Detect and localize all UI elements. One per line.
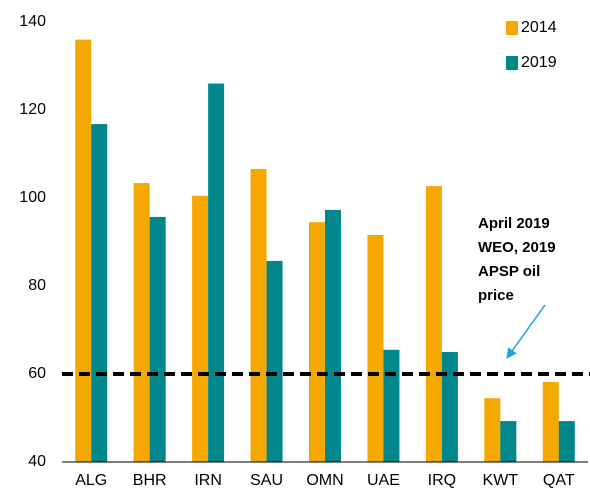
y-tick-label: 100 [19,189,46,206]
bar [425,186,442,462]
bar [484,398,501,462]
bar [266,260,283,462]
y-tick-label: 40 [28,453,46,470]
bar [149,216,166,462]
bar [208,83,225,462]
bar [133,183,150,463]
x-tick-label: KWT [483,472,519,489]
y-tick-label: 120 [19,101,46,118]
bar [309,222,325,462]
x-tick-label: UAE [367,472,400,489]
bar [75,39,92,462]
legend-swatch [506,56,518,70]
bar [383,349,400,462]
bar [542,381,559,462]
bar [325,209,341,462]
x-tick-label: BHR [133,472,167,489]
bar [558,421,575,462]
bar [500,421,517,462]
bar [192,195,209,463]
x-tick-label: IRN [194,472,222,489]
legend-swatch [506,21,518,35]
y-tick-label: 140 [19,13,46,30]
legend-label: 2014 [521,19,557,36]
annotation: WEO, 2019 [478,239,556,256]
bar [91,124,108,462]
bar [250,168,267,462]
x-tick-label: SAU [250,472,283,489]
annotation: April 2019 [478,215,550,232]
y-tick-label: 80 [28,277,46,294]
bar [367,234,384,462]
x-tick-label: IRQ [428,472,456,489]
x-tick-label: OMN [306,472,343,489]
bar [441,352,458,462]
x-tick-label: QAT [543,472,575,489]
annotation-arrow [506,304,546,359]
legend-label: 2019 [521,54,557,71]
y-tick-label: 60 [28,365,46,382]
annotation: price [478,287,514,304]
annotation: APSP oil [478,263,540,280]
x-tick-label: ALG [75,472,107,489]
